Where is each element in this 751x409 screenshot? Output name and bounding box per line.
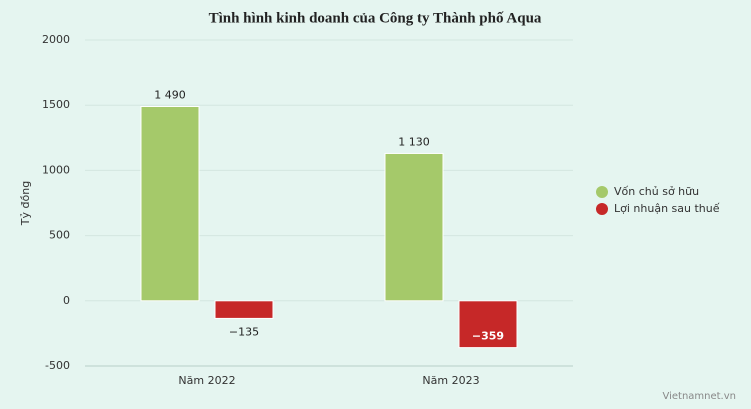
- y-axis-label: Tỷ đồng: [19, 181, 32, 226]
- x-tick-label: Năm 2023: [422, 374, 479, 387]
- x-tick-label: Năm 2022: [178, 374, 235, 387]
- bar: [458, 300, 518, 349]
- legend-label: Lợi nhuận sau thuế: [614, 202, 720, 215]
- data-label: 1 490: [154, 89, 186, 102]
- y-tick-label: 1000: [42, 163, 70, 176]
- legend-label: Vốn chủ sở hữu: [614, 185, 699, 198]
- y-tick-label: 0: [63, 294, 70, 307]
- legend-marker: [596, 203, 608, 215]
- data-label: −359: [472, 330, 504, 343]
- data-label: −135: [229, 325, 259, 338]
- y-tick-label: 2000: [42, 33, 70, 46]
- bar: [214, 300, 274, 319]
- chart-title: Tình hình kinh doanh của Công ty Thành p…: [209, 10, 542, 26]
- y-tick-label: 500: [49, 229, 70, 242]
- bar: [140, 106, 200, 302]
- legend-marker: [596, 186, 608, 198]
- data-label: 1 130: [398, 135, 430, 148]
- bar: [384, 152, 444, 302]
- y-tick-label: 1500: [42, 98, 70, 111]
- y-tick-label: -500: [45, 359, 70, 372]
- credit: Vietnamnet.vn: [662, 391, 736, 402]
